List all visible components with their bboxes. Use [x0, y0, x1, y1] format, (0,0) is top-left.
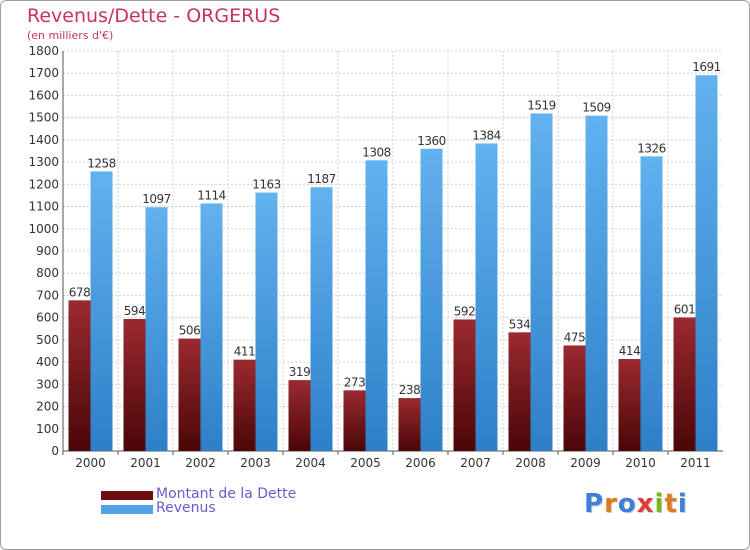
- debt-bar: [563, 345, 586, 451]
- x-tick-label: 2009: [570, 456, 601, 470]
- y-tick-label: 1300: [28, 155, 59, 169]
- revenus-bar: [90, 171, 113, 451]
- logo-letter: t: [664, 489, 678, 519]
- revenus-data-label: 1326: [637, 141, 666, 155]
- y-tick-label: 1700: [28, 66, 59, 80]
- x-tick-label: 2010: [625, 456, 656, 470]
- revenus-data-label: 1114: [197, 188, 226, 202]
- grid-lines: [63, 50, 723, 452]
- logo-letter: i: [677, 489, 688, 519]
- x-tick-label: 2000: [75, 456, 106, 470]
- x-tick-label: 2001: [130, 456, 161, 470]
- axes: 0 100 200 300 400 500 600 700 800 900 1000 1100 1200…: [28, 44, 723, 470]
- revenus-bar: [255, 192, 278, 452]
- debt-bar: [618, 359, 641, 451]
- debt-data-label: 475: [564, 330, 585, 344]
- debt-data-label: 534: [509, 317, 530, 331]
- x-tick-label: 2011: [680, 456, 711, 470]
- revenus-bar: [310, 187, 333, 451]
- x-tick-label: 2006: [405, 456, 436, 470]
- revenus-bar: [365, 160, 388, 452]
- y-tick-label: 1500: [28, 111, 59, 125]
- legend-swatch-revenus: [101, 505, 153, 514]
- debt-data-label: 414: [619, 344, 640, 358]
- debt-bar: [123, 319, 146, 451]
- debt-bar: [68, 300, 91, 451]
- x-tick-label: 2005: [350, 456, 381, 470]
- debt-data-label: 238: [399, 383, 420, 397]
- y-tick-label: 1400: [28, 133, 59, 147]
- debt-bar: [178, 338, 201, 451]
- debt-data-label: 592: [454, 304, 475, 318]
- logo-letter: i: [654, 489, 665, 519]
- revenus-bar: [530, 113, 553, 451]
- logo-letter: P: [584, 489, 605, 519]
- legend-label-revenus: Revenus: [156, 500, 216, 516]
- revenus-data-label: 1360: [417, 134, 446, 148]
- logo-letter: r: [604, 489, 618, 519]
- revenus-data-label: 1509: [582, 101, 611, 115]
- revenus-data-label: 1187: [307, 172, 336, 186]
- debt-bar: [673, 317, 696, 451]
- debt-data-label: 411: [234, 345, 255, 359]
- y-tick-label: 1600: [28, 88, 59, 102]
- y-tick-label: 200: [36, 400, 59, 414]
- proxiti-logo: Proxiti: [584, 489, 688, 519]
- y-tick-label: 300: [36, 377, 59, 391]
- chart-subtitle: (en milliers d'€): [27, 29, 114, 42]
- revenus-bar: [695, 75, 718, 451]
- logo-letter: x: [636, 489, 655, 519]
- chart-title: Revenus/Dette - ORGERUS: [27, 5, 281, 27]
- debt-bar: [233, 359, 256, 451]
- y-tick-label: 700: [36, 288, 59, 302]
- logo-letter: o: [617, 489, 637, 519]
- revenus-data-label: 1384: [472, 128, 501, 142]
- debt-bar: [288, 380, 311, 451]
- debt-data-label: 319: [289, 365, 310, 379]
- debt-bar: [398, 398, 421, 451]
- debt-data-label: 273: [344, 375, 365, 389]
- revenus-bar: [640, 156, 663, 452]
- debt-data-label: 678: [69, 285, 90, 299]
- y-tick-label: 900: [36, 244, 59, 258]
- y-tick-label: 1100: [28, 200, 59, 214]
- debt-bar: [508, 332, 531, 451]
- debt-bar: [453, 319, 476, 451]
- x-tick-label: 2007: [460, 456, 491, 470]
- debt-data-label: 506: [179, 324, 200, 338]
- revenus-data-label: 1097: [142, 192, 171, 206]
- revenus-bar: [475, 143, 498, 451]
- debt-data-label: 594: [124, 304, 145, 318]
- revenus-bar: [420, 148, 443, 451]
- revenus-bar: [200, 203, 223, 451]
- debt-bar: [343, 390, 366, 451]
- revenus-data-label: 1258: [87, 156, 116, 170]
- y-tick-label: 1800: [28, 44, 59, 58]
- data-labels: 678 1258 594 1097 506 1114 411 1163 319 1187 273 13…: [69, 60, 721, 397]
- revenus-bar: [145, 207, 168, 451]
- legend-label-debt: Montant de la Dette: [156, 486, 297, 502]
- debt-data-label: 601: [674, 302, 695, 316]
- bars: [68, 75, 718, 452]
- y-tick-label: 400: [36, 355, 59, 369]
- y-tick-label: 600: [36, 311, 59, 325]
- revenus-data-label: 1163: [252, 178, 281, 192]
- x-tick-label: 2002: [185, 456, 216, 470]
- y-tick-label: 1200: [28, 177, 59, 191]
- x-tick-label: 2004: [295, 456, 326, 470]
- y-tick-label: 500: [36, 333, 59, 347]
- legend-swatch-debt: [101, 491, 153, 500]
- revenus-bar: [585, 115, 608, 452]
- y-tick-label: 800: [36, 266, 59, 280]
- y-tick-label: 100: [36, 422, 59, 436]
- y-tick-label: 1000: [28, 222, 59, 236]
- revenus-data-label: 1691: [692, 60, 721, 74]
- revenus-data-label: 1519: [527, 98, 556, 112]
- y-tick-label: 0: [51, 444, 59, 458]
- x-tick-label: 2003: [240, 456, 271, 470]
- revenus-data-label: 1308: [362, 145, 391, 159]
- x-tick-label: 2008: [515, 456, 546, 470]
